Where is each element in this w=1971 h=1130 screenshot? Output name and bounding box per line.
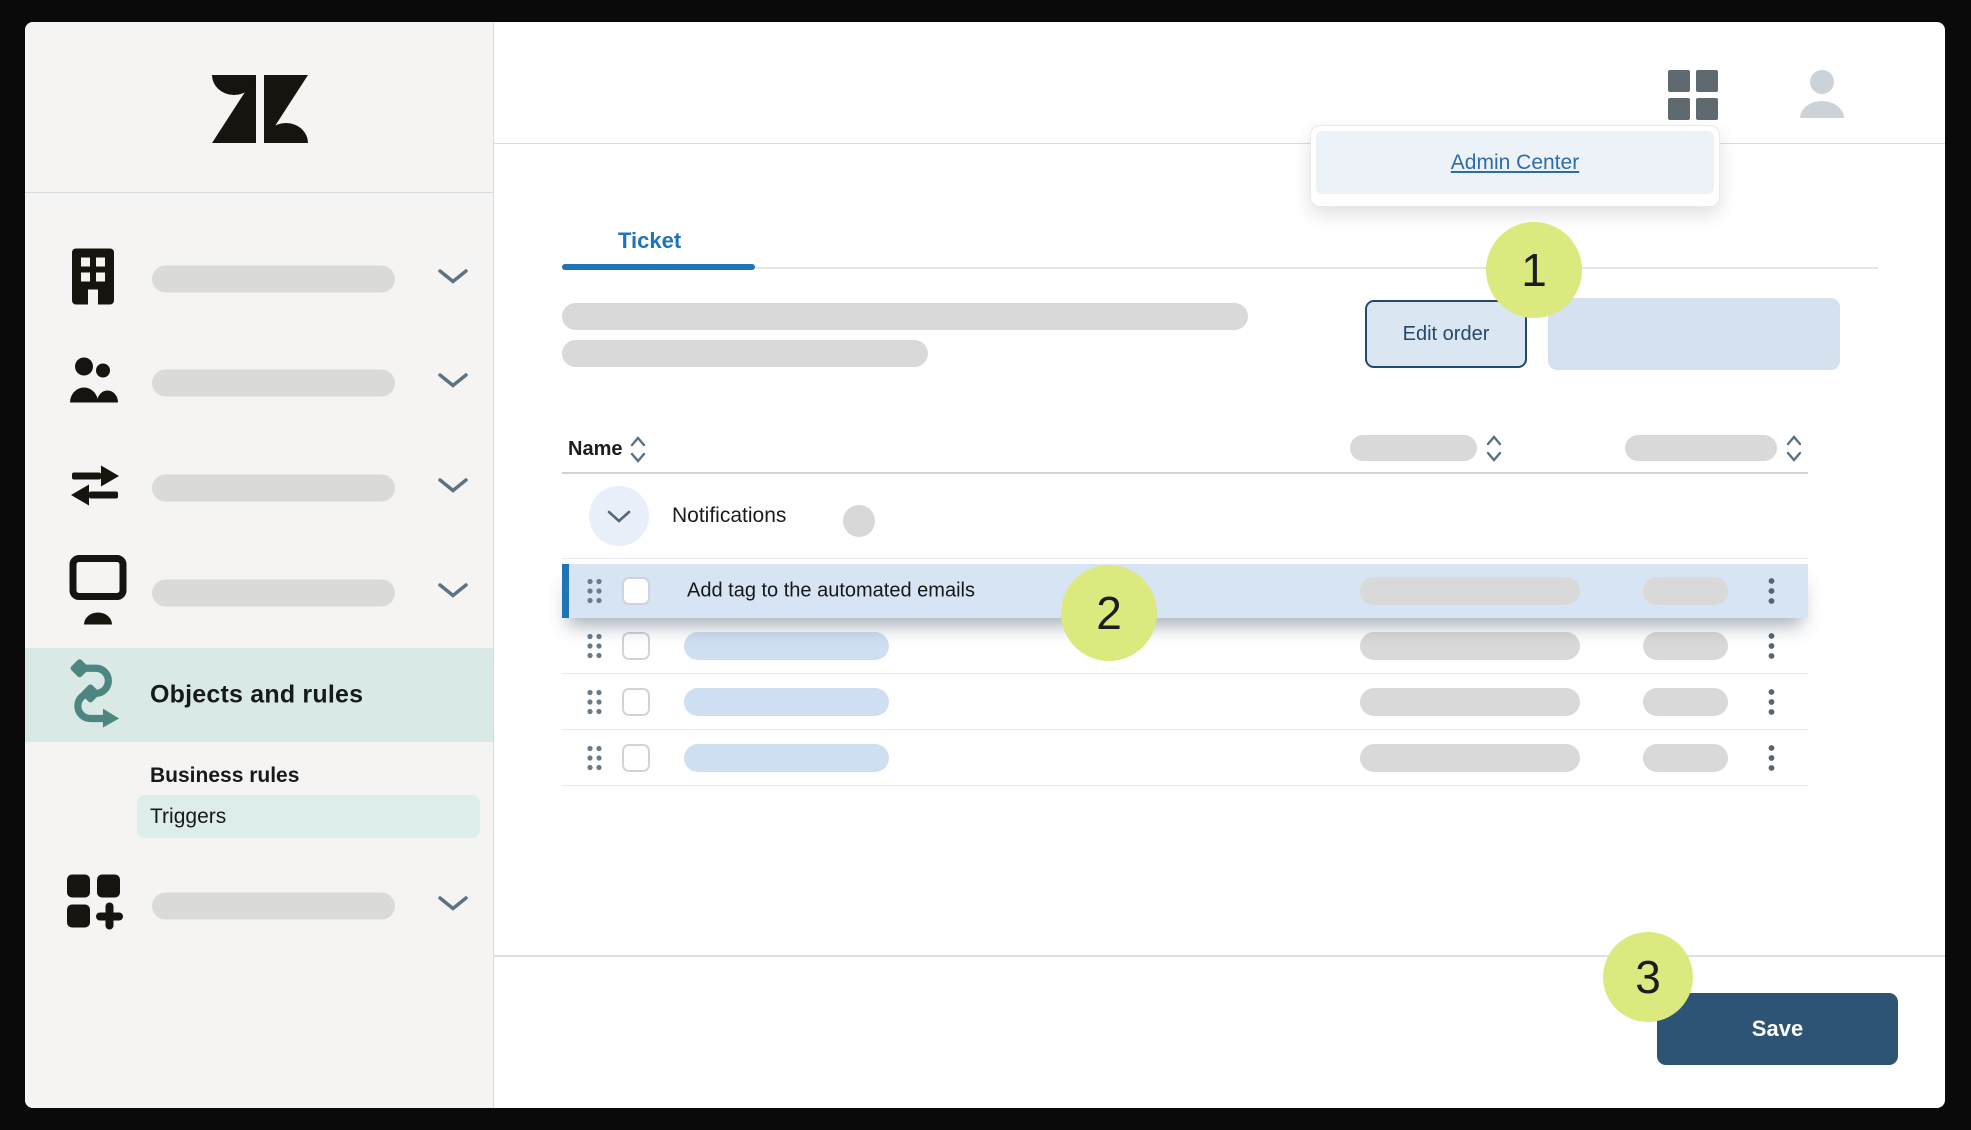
sort-icon xyxy=(1786,434,1802,462)
row-checkbox[interactable] xyxy=(622,577,650,605)
active-tab-indicator xyxy=(562,264,755,270)
column-label: Name xyxy=(568,437,623,460)
skeleton-label xyxy=(152,579,395,607)
sidebar-item-placeholder[interactable] xyxy=(25,874,493,938)
trigger-list: Add tag to the automated emails xyxy=(562,559,1808,786)
row-title: Add tag to the automated emails xyxy=(687,579,975,602)
row-title-skeleton xyxy=(684,743,889,772)
kebab-menu-icon[interactable] xyxy=(1764,740,1779,775)
row-meta-skeleton xyxy=(1360,687,1580,716)
sidebar-item-placeholder[interactable] xyxy=(25,248,493,310)
table-row xyxy=(562,618,1808,674)
building-icon xyxy=(69,248,117,310)
description-skeleton xyxy=(562,303,1248,330)
skeleton-label xyxy=(152,892,395,920)
row-meta-skeleton xyxy=(1360,743,1580,772)
annotation-callout-2: 2 xyxy=(1061,565,1157,661)
chevron-down-icon xyxy=(438,373,468,393)
row-meta-skeleton xyxy=(1643,631,1728,660)
category-row-notifications: Notifications xyxy=(562,474,1808,559)
skeleton-label xyxy=(152,265,395,293)
row-checkbox[interactable] xyxy=(622,687,650,716)
admin-center-link[interactable]: Admin Center xyxy=(1450,150,1580,174)
row-meta-skeleton xyxy=(1643,743,1728,772)
app-window: Objects and rules Business rules Trigger… xyxy=(25,22,1945,1108)
chevron-down-icon xyxy=(438,269,468,289)
sidebar-item-placeholder[interactable] xyxy=(25,555,493,632)
row-title-skeleton xyxy=(684,687,889,716)
row-meta-skeleton xyxy=(1643,687,1728,716)
drag-handle-icon[interactable] xyxy=(586,744,603,771)
button-skeleton[interactable] xyxy=(1548,298,1840,370)
sidebar-item-placeholder[interactable] xyxy=(25,460,493,516)
count-badge-placeholder xyxy=(843,505,875,537)
tab-bar-divider xyxy=(562,267,1878,269)
sidebar-item-objects-and-rules[interactable]: Objects and rules xyxy=(25,648,493,742)
table-header-divider xyxy=(562,472,1808,474)
kebab-menu-icon[interactable] xyxy=(1764,574,1779,609)
annotation-callout-1: 1 xyxy=(1486,222,1582,318)
row-title-skeleton xyxy=(684,631,889,660)
tab-ticket[interactable]: Ticket xyxy=(618,228,682,253)
monitor-icon xyxy=(69,555,127,632)
sort-icon xyxy=(1486,434,1502,462)
sidebar-divider xyxy=(25,192,493,193)
drag-handle-icon[interactable] xyxy=(586,632,603,659)
sort-icon xyxy=(631,435,646,463)
footer-divider xyxy=(494,955,1945,957)
skeleton-label xyxy=(1350,435,1477,461)
drag-handle-icon[interactable] xyxy=(586,688,603,715)
row-meta-skeleton xyxy=(1643,577,1728,605)
kebab-menu-icon[interactable] xyxy=(1764,684,1779,719)
sidebar-item-business-rules[interactable]: Business rules xyxy=(150,764,300,787)
row-checkbox[interactable] xyxy=(622,631,650,660)
transfer-arrows-icon xyxy=(69,465,121,512)
admin-center-popover-body: Admin Center xyxy=(1316,131,1714,194)
category-label: Notifications xyxy=(672,504,787,527)
collapse-toggle-button[interactable] xyxy=(589,486,649,546)
apps-grid-icon[interactable] xyxy=(1668,70,1718,120)
sidebar: Objects and rules Business rules Trigger… xyxy=(25,22,494,1108)
user-avatar-icon[interactable] xyxy=(1796,66,1848,118)
column-header-placeholder[interactable] xyxy=(1350,434,1502,462)
column-header-placeholder[interactable] xyxy=(1625,434,1802,462)
sidebar-item-triggers[interactable]: Triggers xyxy=(137,795,480,838)
table-row xyxy=(562,730,1808,786)
chevron-down-icon xyxy=(438,478,468,498)
sidebar-item-label: Triggers xyxy=(150,804,227,828)
skeleton-label xyxy=(152,369,395,397)
grid-plus-icon xyxy=(67,874,125,938)
workflow-icon xyxy=(62,658,126,733)
annotation-callout-3: 3 xyxy=(1603,932,1693,1022)
skeleton-label xyxy=(152,474,395,502)
chevron-down-icon xyxy=(438,583,468,603)
header-divider xyxy=(494,143,1945,144)
save-button[interactable]: Save xyxy=(1657,993,1898,1065)
table-row-selected: Add tag to the automated emails xyxy=(562,564,1808,618)
column-header-name[interactable]: Name xyxy=(568,435,646,463)
people-icon xyxy=(69,357,119,410)
chevron-down-icon xyxy=(438,896,468,916)
sidebar-item-placeholder[interactable] xyxy=(25,355,493,411)
row-checkbox[interactable] xyxy=(622,743,650,772)
zendesk-logo xyxy=(212,73,308,145)
chevron-down-icon xyxy=(607,510,631,523)
edit-order-button[interactable]: Edit order xyxy=(1365,300,1527,368)
table-row xyxy=(562,674,1808,730)
selected-row-accent xyxy=(562,564,569,618)
sidebar-item-label: Objects and rules xyxy=(150,680,364,709)
kebab-menu-icon[interactable] xyxy=(1764,628,1779,663)
drag-handle-icon[interactable] xyxy=(586,578,603,605)
admin-center-popover: Admin Center xyxy=(1310,125,1720,207)
row-meta-skeleton xyxy=(1360,631,1580,660)
row-meta-skeleton xyxy=(1360,577,1580,605)
skeleton-label xyxy=(1625,435,1777,461)
description-skeleton xyxy=(562,340,928,367)
